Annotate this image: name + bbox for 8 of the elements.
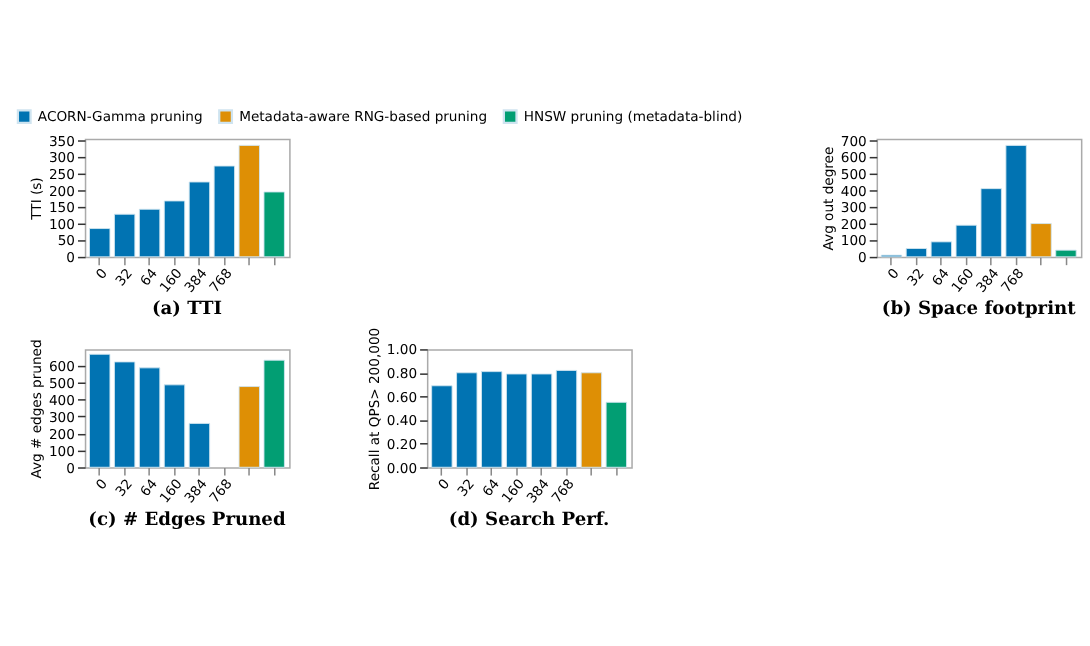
text: (c) # Edges Pruned bbox=[88, 508, 287, 531]
text: (b) Space footprint bbox=[881, 298, 1078, 321]
text: (d) Search Perf. bbox=[448, 508, 610, 531]
bar bbox=[163, 200, 186, 258]
bar bbox=[188, 422, 211, 468]
bar bbox=[163, 384, 186, 468]
bar bbox=[555, 369, 578, 468]
text: (a) TTI bbox=[151, 298, 223, 321]
